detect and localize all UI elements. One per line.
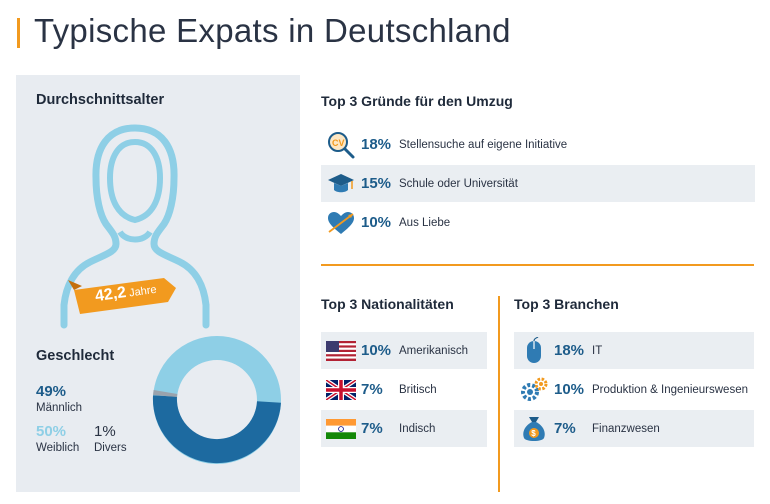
female-percent: 50%	[36, 423, 67, 440]
age-value: 42,2	[94, 284, 128, 306]
industry-row: $ 7% Finanzwesen	[514, 410, 754, 447]
graduation-cap-icon	[321, 165, 361, 202]
industry-label: IT	[592, 344, 603, 357]
nationality-row: 7% Britisch	[321, 371, 487, 408]
nationality-row: 7% Indisch	[321, 410, 487, 447]
money-bag-icon: $	[514, 410, 554, 447]
industry-label: Produktion & Ingenieurswesen	[592, 383, 748, 396]
female-label: Weiblich	[36, 442, 80, 454]
us-flag-icon	[321, 332, 361, 369]
male-label: Männlich	[36, 402, 83, 414]
industry-percent: 10%	[554, 381, 585, 398]
reason-row: 15% Schule oder Universität	[321, 165, 755, 202]
reason-percent: 10%	[361, 214, 392, 231]
reason-percent: 18%	[361, 136, 392, 153]
page-title: Typische Expats in Deutschland	[34, 12, 511, 49]
age-heading: Durchschnittsalter	[36, 92, 165, 108]
nationality-row: 10% Amerikanisch	[321, 332, 487, 369]
gender-heading: Geschlecht	[36, 348, 115, 364]
nationalities-heading: Top 3 Nationalitäten	[321, 296, 454, 312]
gears-icon	[514, 371, 554, 408]
nationality-label: Britisch	[399, 383, 437, 396]
uk-flag-icon	[321, 371, 361, 408]
heart-arrow-icon	[321, 204, 361, 241]
computer-mouse-icon	[514, 332, 554, 369]
reason-row: 10% Aus Liebe	[321, 204, 755, 241]
nationality-percent: 10%	[361, 342, 392, 359]
reason-row: CV 18% Stellensuche auf eigene Initiativ…	[321, 126, 755, 163]
nationality-percent: 7%	[361, 420, 383, 437]
reason-label: Stellensuche auf eigene Initiative	[399, 138, 568, 151]
cv-magnifier-icon: CV	[321, 126, 361, 163]
donut-male-segment	[152, 395, 281, 464]
nationality-percent: 7%	[361, 381, 383, 398]
reason-label: Aus Liebe	[399, 216, 451, 229]
industries-heading: Top 3 Branchen	[514, 296, 619, 312]
industry-percent: 18%	[554, 342, 585, 359]
woman-silhouette-icon	[60, 124, 210, 329]
age-ribbon	[68, 278, 176, 314]
male-percent: 49%	[36, 383, 67, 400]
nationality-label: Indisch	[399, 422, 436, 435]
reason-label: Schule oder Universität	[399, 177, 518, 190]
section-divider	[321, 264, 754, 266]
donut-diverse-segment	[153, 390, 178, 398]
diverse-percent: 1%	[94, 423, 116, 440]
svg-text:CV: CV	[332, 138, 345, 148]
industry-label: Finanzwesen	[592, 422, 660, 435]
reason-percent: 15%	[361, 175, 392, 192]
gender-donut-chart	[152, 336, 281, 464]
nationality-label: Amerikanisch	[399, 344, 469, 357]
industry-row: 18% IT	[514, 332, 754, 369]
title-accent-bar	[17, 18, 20, 48]
reasons-heading: Top 3 Gründe für den Umzug	[321, 93, 513, 109]
industry-percent: 7%	[554, 420, 576, 437]
india-flag-icon	[321, 410, 361, 447]
age-unit: Jahre	[128, 283, 158, 300]
industry-row: 10% Produktion & Ingenieurswesen	[514, 371, 754, 408]
svg-text:$: $	[531, 429, 536, 438]
column-divider	[498, 296, 500, 492]
diverse-label: Divers	[94, 442, 127, 454]
